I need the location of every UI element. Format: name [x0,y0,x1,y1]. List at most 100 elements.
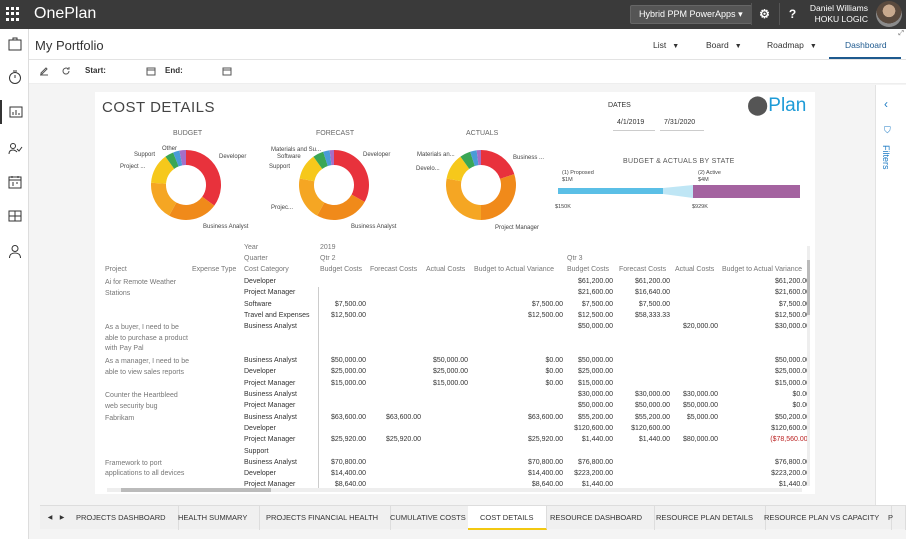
caret-down-icon[interactable]: ▼ [672,43,680,50]
forecast-donut[interactable] [298,149,370,221]
col-actual-q2[interactable]: Actual Costs [426,266,466,273]
donut-slice[interactable] [169,196,215,220]
filters-label[interactable]: Filters [881,145,891,170]
value-cell: $63,600.00 [330,413,366,421]
page-tab[interactable]: RESOURCE PLAN VS CAPACITY [752,506,893,530]
value-cell: $0.00 [545,357,563,365]
project-name[interactable]: Ai for Remote Weather Stations [105,279,177,297]
page-tab[interactable]: PROJECTS DASHBOARD [64,506,179,530]
page-tab[interactable]: HEALTH SUMMARY [166,506,261,530]
view-list[interactable]: List ▼ [653,40,679,50]
avatar[interactable] [876,1,902,27]
state-flow-connector [663,185,693,198]
value-cell: $7,500.00 [638,300,670,308]
value-cell: $61,200.00 [577,278,613,285]
filter-icon[interactable]: ⛉ [884,125,891,135]
col-budget-q2[interactable]: Budget Costs [320,266,363,273]
col-cost-category[interactable]: Cost Category [244,266,289,273]
report-icon[interactable] [0,100,29,124]
value-cell: $0.00 [792,391,810,398]
tabs-prev-icon[interactable]: ◀ [47,515,53,521]
value-cell: $58,333.33 [634,311,670,319]
actuals-donut[interactable] [445,149,517,221]
value-cell: $12,500.00 [774,311,810,319]
state-proposed-bar[interactable] [558,188,663,194]
value-cell: $30,000.00 [682,391,718,398]
donut-slice[interactable] [179,150,186,166]
cost-details-report: COST DETAILS BUDGET FORECAST ACTUALS Oth… [95,92,815,494]
state-active-label: (2) Active [698,170,721,176]
page-tab[interactable]: COST DETAILS [468,506,547,530]
col-actual-q3[interactable]: Actual Costs [675,266,715,273]
col-forecast-q3[interactable]: Forecast Costs [619,266,667,273]
view-board[interactable]: Board ▼ [706,40,742,50]
donut-slice[interactable] [470,150,479,166]
col-project[interactable]: Project [105,266,127,273]
end-calendar-icon[interactable] [222,66,232,78]
donut-slice[interactable] [481,150,515,179]
donut-slice[interactable] [299,156,323,182]
state-active-bar[interactable] [693,185,800,198]
date-start-input[interactable]: 4/1/2019 [613,117,655,131]
donut-slice[interactable] [334,150,369,202]
donut-slice[interactable] [446,156,470,182]
environment-switcher[interactable]: Hybrid PPM PowerApps ▾ [630,5,752,24]
project-name[interactable]: Fabrikam [105,414,135,422]
caret-down-icon[interactable]: ▼ [809,43,817,50]
page-tab[interactable]: P [876,506,906,530]
donut-slice[interactable] [165,152,179,169]
top-bar: OnePlan Hybrid PPM PowerApps ▾ ⚙ ? Danie… [0,0,906,29]
col-expense-type[interactable]: Expense Type [192,266,237,273]
expand-icon[interactable]: ⤢ [898,30,904,37]
project-name[interactable]: Framework to port applications to all de… [105,459,185,478]
edit-icon[interactable] [39,66,49,78]
donut-slice[interactable] [151,182,177,216]
project-name[interactable]: As a buyer, I need to be able to purchas… [105,324,188,353]
col-variance-q3[interactable]: Budget to Actual Variance [722,266,803,273]
donut-slice[interactable] [151,156,175,184]
start-calendar-icon[interactable] [146,66,156,78]
person-icon[interactable] [0,239,29,263]
board-icon[interactable] [0,204,29,228]
page-tab[interactable]: RESOURCE PLAN DETAILS [644,506,766,530]
project-name[interactable]: As a manager, I need to be able to view … [105,358,190,376]
app-launcher-icon[interactable] [6,7,20,21]
refresh-icon[interactable] [61,66,71,78]
tabs-next-icon[interactable]: ▶ [59,515,65,521]
calendar-icon[interactable] [0,170,29,194]
donut-slice[interactable] [481,174,516,220]
donut-label: Materials and Su... [271,147,322,153]
value-cell: $223,200.00 [771,470,810,478]
collapse-chevron-icon[interactable]: ‹ [884,97,888,111]
col-budget-q3[interactable]: Budget Costs [567,266,610,273]
caret-down-icon[interactable]: ▼ [734,43,742,50]
view-roadmap[interactable]: Roadmap ▼ [767,40,817,50]
date-end-input[interactable]: 7/31/2020 [660,117,704,131]
page-tab[interactable]: RESOURCE DASHBOARD [538,506,656,530]
page-tab[interactable]: CUMULATIVE COSTS [378,506,479,530]
donut-slice[interactable] [173,150,183,167]
briefcase-icon[interactable] [0,32,29,56]
donut-slice[interactable] [460,151,475,169]
donut-slice[interactable] [186,150,221,206]
gear-icon[interactable]: ⚙ [751,3,777,25]
donut-slice[interactable] [313,151,328,169]
donut-slice[interactable] [323,150,332,166]
donut-slice[interactable] [446,178,481,220]
donut-slice[interactable] [476,150,481,166]
view-dashboard[interactable]: Dashboard [845,40,887,50]
donut-slice[interactable] [329,150,334,166]
donut-slice[interactable] [317,194,365,220]
budget-donut[interactable] [150,149,222,221]
user-info[interactable]: Daniel Williams HOKU LOGIC [810,3,868,25]
donut-slice[interactable] [299,178,325,216]
col-variance-q2[interactable]: Budget to Actual Variance [474,266,555,273]
help-button[interactable]: ? [779,3,805,25]
project-name[interactable]: Counter the Heartbleed web security bug [105,392,178,410]
col-forecast-q2[interactable]: Forecast Costs [370,266,418,273]
stopwatch-icon[interactable] [0,65,29,89]
horizontal-scrollbar[interactable] [107,488,802,492]
vertical-scrollbar[interactable] [807,246,810,486]
people-check-icon[interactable] [0,136,29,160]
page-tab[interactable]: PROJECTS FINANCIAL HEALTH [254,506,392,530]
